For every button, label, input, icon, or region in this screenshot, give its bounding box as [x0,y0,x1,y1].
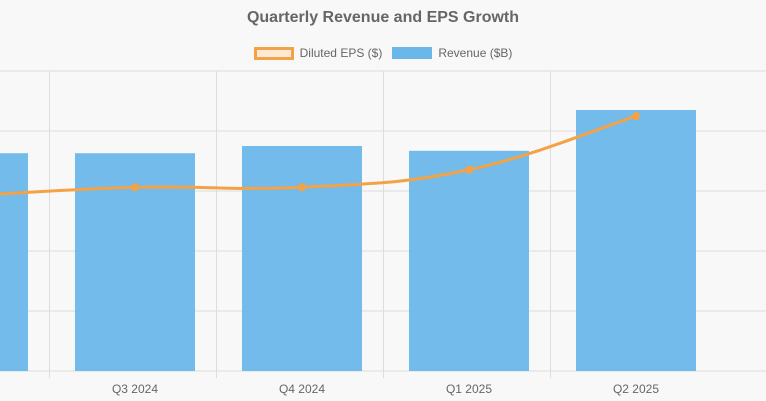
legend-label-revenue: Revenue ($B) [438,46,513,60]
legend-item-eps[interactable]: Diluted EPS ($) [253,46,383,60]
chart-title: Quarterly Revenue and EPS Growth [246,9,520,26]
legend-swatch-eps [253,46,294,60]
bar-revenue [242,146,362,371]
legend: Diluted EPS ($) Revenue ($B) [0,46,766,60]
point-eps [632,112,640,120]
bar-revenue [409,150,529,371]
bar-revenue [576,110,696,371]
point-eps [298,183,306,192]
legend-item-revenue[interactable]: Revenue ($B) [392,46,512,60]
x-tick-label: Q3 2024 [112,382,158,396]
x-tick-label: Q1 2025 [446,382,492,396]
legend-label-eps: Diluted EPS ($) [299,46,383,60]
x-tick-label: Q2 2025 [613,382,659,396]
bar-revenue [0,153,28,371]
legend-swatch-revenue [392,47,433,59]
point-eps [131,183,139,192]
point-eps [465,165,473,174]
x-tick-label: Q4 2024 [279,382,325,396]
